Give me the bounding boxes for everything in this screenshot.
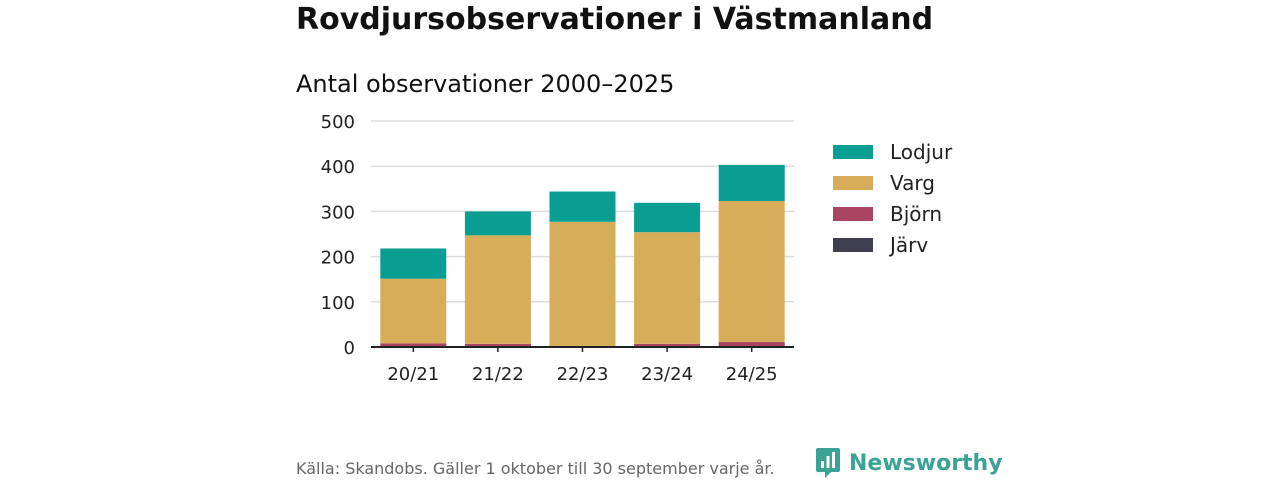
- x-tick-label: 20/21: [387, 364, 439, 385]
- bar-Varg-20/21[interactable]: [380, 278, 447, 344]
- y-tick-label: 100: [321, 293, 355, 314]
- bar-Björn-24/25[interactable]: [718, 342, 785, 347]
- legend-swatch-Björn: [833, 207, 873, 221]
- y-tick-label: 200: [321, 248, 355, 269]
- bar-Lodjur-21/22[interactable]: [464, 211, 531, 236]
- bar-Varg-21/22[interactable]: [464, 235, 531, 344]
- bar-Lodjur-20/21[interactable]: [380, 248, 447, 279]
- y-tick-label: 500: [321, 112, 355, 133]
- y-tick-label: 400: [321, 157, 355, 178]
- brand-name: Newsworthy: [849, 450, 1003, 476]
- bar-Lodjur-23/24[interactable]: [634, 202, 701, 233]
- x-tick-label: 24/25: [726, 364, 778, 385]
- legend-swatch-Lodjur: [833, 145, 873, 159]
- x-tick-label: 21/22: [472, 364, 524, 385]
- brand-logo[interactable]: Newsworthy: [815, 446, 1003, 480]
- x-axis: [371, 346, 794, 352]
- legend-label-Björn[interactable]: Björn: [890, 202, 942, 226]
- bar-Varg-22/23[interactable]: [549, 221, 616, 347]
- legend[interactable]: Lodjur Varg Björn Järv: [833, 140, 953, 257]
- y-tick-label: 300: [321, 202, 355, 223]
- source-note: Källa: Skandobs. Gäller 1 oktober till 3…: [296, 459, 775, 478]
- bar-Varg-24/25[interactable]: [718, 201, 785, 343]
- bar-Björn-20/21[interactable]: [380, 343, 447, 347]
- bar-Björn-21/22[interactable]: [464, 343, 531, 347]
- chart-title: Rovdjursobservationer i Västmanland: [296, 2, 934, 37]
- bar-Varg-23/24[interactable]: [634, 232, 701, 344]
- x-tick-label: 22/23: [557, 364, 609, 385]
- legend-label-Järv[interactable]: Järv: [888, 233, 928, 257]
- bar-Lodjur-24/25[interactable]: [718, 164, 785, 202]
- legend-label-Varg[interactable]: Varg: [890, 171, 935, 195]
- bar-Lodjur-22/23[interactable]: [549, 191, 616, 222]
- x-tick-label: 23/24: [641, 364, 693, 385]
- bar-Björn-23/24[interactable]: [634, 343, 701, 347]
- y-axis-ticks: 0 100 200 300 400 500: [321, 112, 355, 359]
- chart-subtitle: Antal observationer 2000–2025: [296, 70, 675, 98]
- legend-swatch-Varg: [833, 176, 873, 190]
- y-tick-label: 0: [344, 338, 355, 359]
- newsworthy-logo-icon: [816, 448, 840, 478]
- legend-swatch-Järv: [833, 238, 873, 252]
- legend-label-Lodjur[interactable]: Lodjur: [890, 140, 953, 164]
- x-axis-ticks: 20/21 21/22 22/23 23/24 24/25: [387, 364, 777, 385]
- bars: [380, 164, 785, 347]
